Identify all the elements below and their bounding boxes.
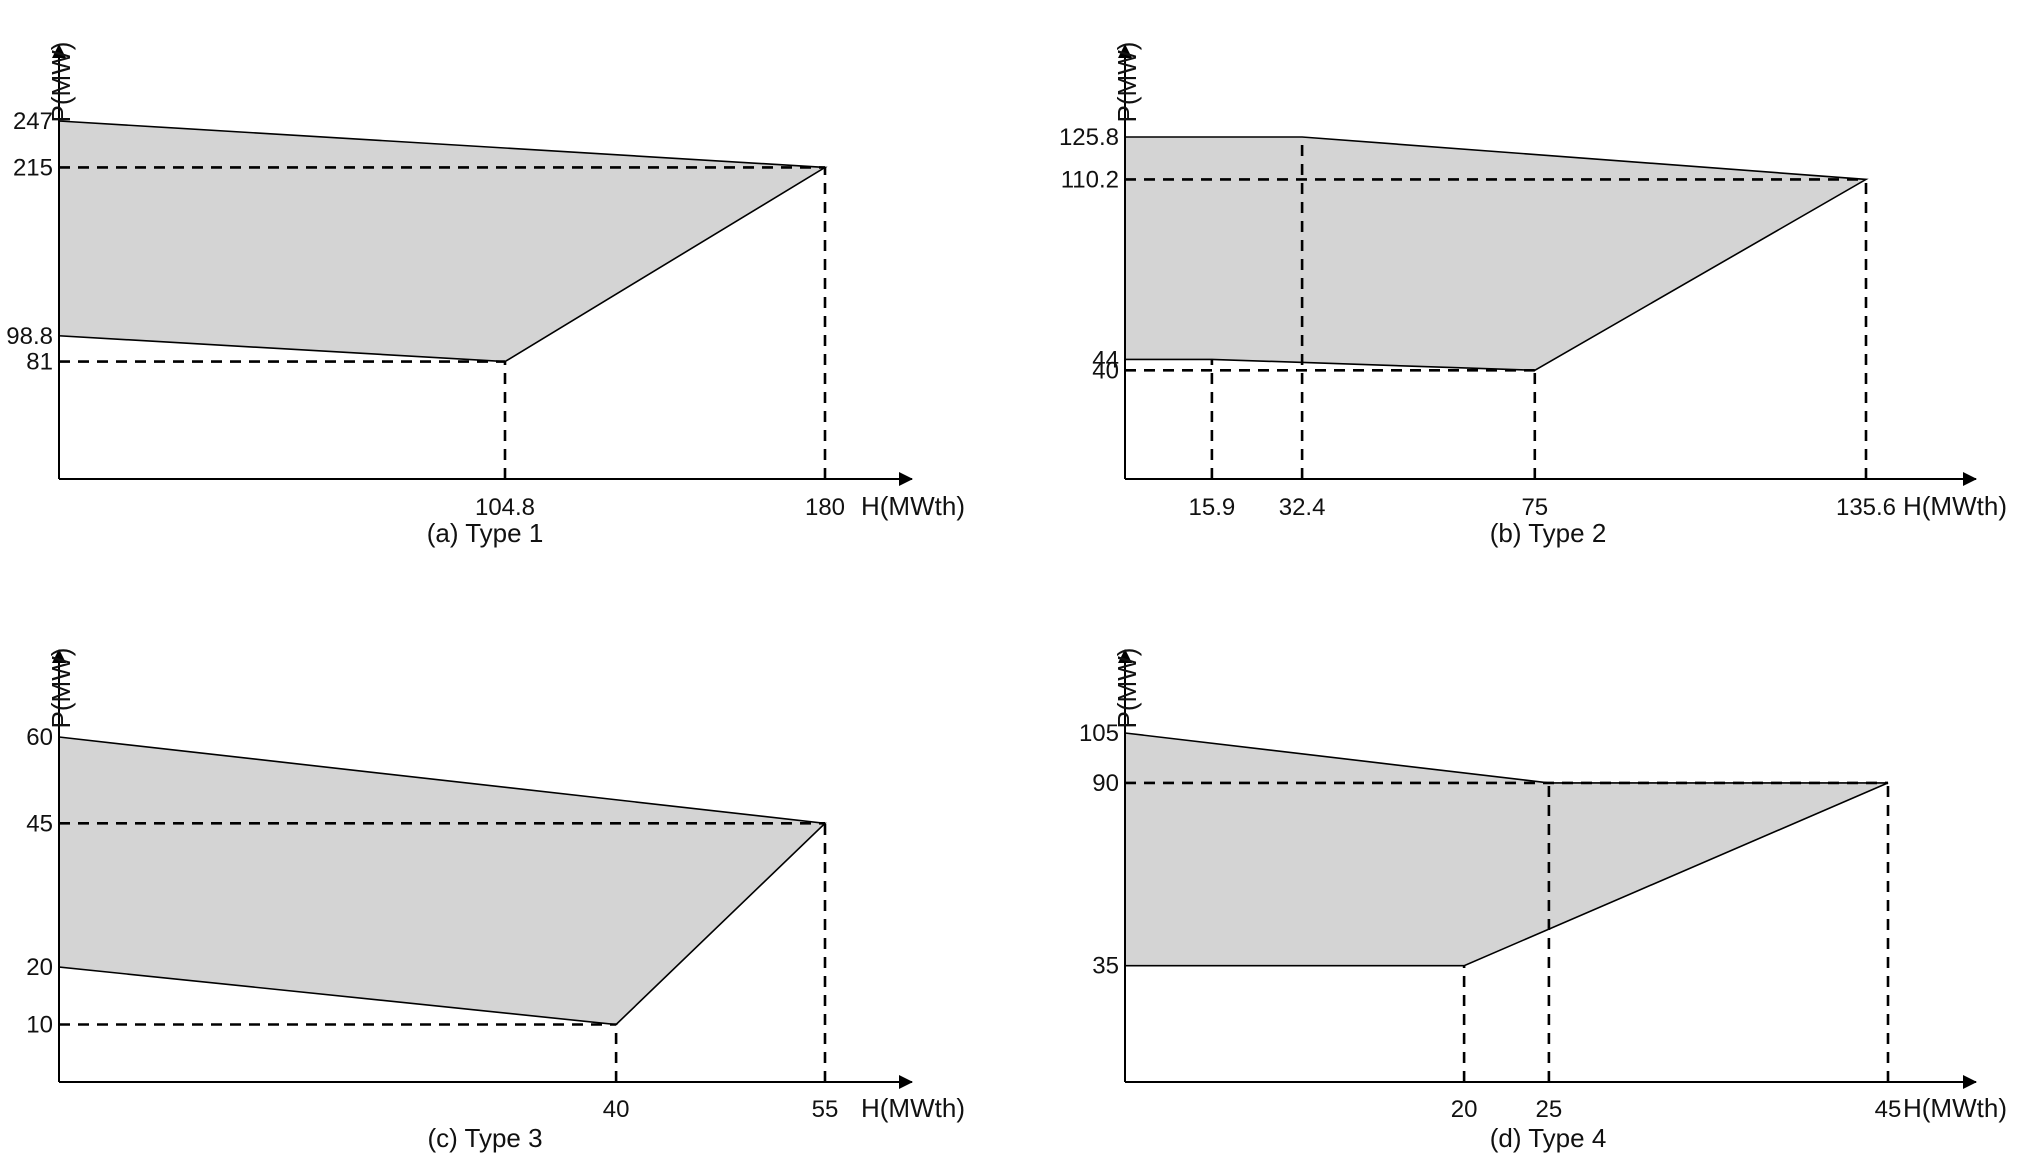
y-tick-label: 35 bbox=[1092, 953, 1119, 980]
x-axis-label: H(MWth) bbox=[861, 1093, 965, 1123]
x-tick-label: 15.9 bbox=[1189, 494, 1236, 521]
operating-region bbox=[1124, 136, 1869, 372]
y-tick-label: 90 bbox=[1092, 770, 1119, 797]
y-tick-label: 125.8 bbox=[1059, 124, 1119, 151]
x-tick-label: 104.8 bbox=[475, 494, 535, 521]
y-tick-label: 20 bbox=[26, 954, 53, 981]
x-tick-label: 32.4 bbox=[1279, 494, 1326, 521]
operating-region bbox=[1124, 732, 1889, 967]
y-tick-label: 10 bbox=[26, 1012, 53, 1039]
x-tick-label: 55 bbox=[812, 1096, 839, 1123]
panel-caption: (a) Type 1 bbox=[427, 518, 544, 548]
chart-panel-1: 247 215 98.881 104.8 180 H(MWth) P(MW) (a) Type… bbox=[6, 42, 965, 548]
x-axis-label: H(MWth) bbox=[1903, 1093, 2007, 1123]
operating-region bbox=[58, 736, 827, 1026]
y-tick-label: 45 bbox=[26, 810, 53, 837]
operating-region bbox=[58, 120, 828, 363]
y-tick-label: 44 bbox=[1092, 346, 1119, 373]
x-tick-label: 40 bbox=[603, 1096, 630, 1123]
y-axis-label: P(MW) bbox=[46, 648, 76, 729]
y-tick-label: 60 bbox=[26, 724, 53, 751]
x-tick-label: 135.6 bbox=[1836, 494, 1896, 521]
y-axis-label: P(MW) bbox=[46, 42, 76, 123]
x-axis-label: H(MWth) bbox=[861, 491, 965, 521]
panel-caption: (c) Type 3 bbox=[427, 1123, 542, 1153]
x-tick-label: 180 bbox=[805, 494, 845, 521]
y-tick-label: 110.2 bbox=[1061, 166, 1119, 193]
x-tick-label: 75 bbox=[1521, 494, 1548, 521]
y-tick-label: 247 bbox=[13, 108, 53, 135]
x-axis-label: H(MWth) bbox=[1903, 491, 2007, 521]
x-tick-label: 45 bbox=[1875, 1096, 1902, 1123]
y-tick-label: 105 bbox=[1079, 720, 1119, 747]
panel-caption: (d) Type 4 bbox=[1490, 1123, 1607, 1153]
y-tick-label: 215 bbox=[13, 154, 53, 181]
panel-caption: (b) Type 2 bbox=[1490, 518, 1607, 548]
x-tick-label: 20 bbox=[1451, 1096, 1478, 1123]
x-tick-label: 25 bbox=[1536, 1096, 1563, 1123]
y-tick-label: 40 bbox=[1092, 357, 1119, 384]
chart-panel-3: 60 45 20 10 40 55 H(MWth) P(MW) (c) Type 3 bbox=[26, 648, 965, 1153]
y-tick-label: 98.8 bbox=[6, 323, 53, 350]
y-axis-label: P(MW) bbox=[1112, 648, 1142, 729]
chart-panel-4: 105 90 35 20 25 45 H(MWth) P(MW) (d) Type 4 bbox=[1079, 648, 2007, 1153]
y-tick-label: 81 bbox=[26, 349, 53, 376]
y-axis-label: P(MW) bbox=[1112, 42, 1142, 123]
